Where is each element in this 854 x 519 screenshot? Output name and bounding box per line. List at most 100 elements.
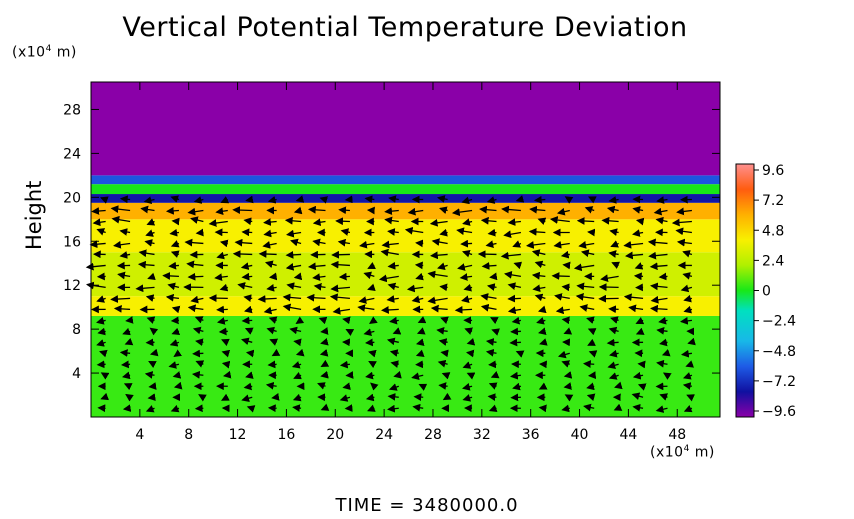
x-tick-label: 48 bbox=[668, 427, 686, 443]
wind-vector bbox=[138, 249, 155, 258]
wind-vector bbox=[557, 350, 570, 359]
wind-vector bbox=[345, 329, 355, 337]
wind-vector bbox=[503, 230, 522, 239]
wind-vector bbox=[240, 262, 253, 270]
wind-vector bbox=[91, 207, 106, 215]
wind-vector bbox=[167, 282, 180, 291]
wind-vector bbox=[384, 207, 399, 216]
wind-vector bbox=[368, 349, 377, 358]
wind-vector bbox=[608, 305, 619, 314]
wind-vector bbox=[171, 327, 181, 336]
colorbar-label: −2.4 bbox=[762, 314, 796, 330]
wind-vector bbox=[195, 360, 205, 368]
wind-vector bbox=[549, 216, 570, 224]
wind-vector bbox=[389, 316, 399, 325]
wind-vector bbox=[264, 260, 277, 269]
wind-vector bbox=[317, 382, 326, 390]
wind-vector bbox=[417, 316, 427, 324]
wind-vector bbox=[662, 372, 672, 380]
wind-vector bbox=[606, 338, 619, 347]
wind-vector bbox=[587, 338, 596, 346]
x-tick-label: 28 bbox=[424, 427, 442, 443]
wind-vector bbox=[295, 348, 305, 357]
wind-vector bbox=[631, 392, 644, 400]
wind-vector bbox=[147, 272, 156, 281]
wind-vector bbox=[588, 196, 597, 204]
wind-vector bbox=[243, 217, 253, 226]
wind-vector bbox=[171, 305, 181, 314]
wind-vector bbox=[266, 284, 277, 292]
wind-vector bbox=[608, 372, 619, 380]
wind-vector bbox=[393, 370, 402, 379]
wind-vector bbox=[241, 228, 253, 237]
wind-vector bbox=[501, 205, 521, 214]
wind-vector bbox=[332, 307, 351, 315]
wind-vector bbox=[513, 261, 523, 270]
wind-vector bbox=[265, 381, 277, 390]
wind-vector bbox=[221, 360, 231, 369]
wind-vector bbox=[330, 260, 350, 269]
wind-vector bbox=[600, 274, 619, 283]
wind-vector bbox=[437, 195, 448, 203]
wind-vector bbox=[649, 262, 668, 271]
wind-vector bbox=[378, 274, 399, 283]
wind-vector bbox=[319, 196, 329, 204]
wind-vector bbox=[538, 404, 547, 413]
wind-vector bbox=[588, 350, 598, 358]
wind-vector bbox=[533, 195, 546, 204]
wind-vector bbox=[633, 272, 644, 281]
wind-vector bbox=[462, 383, 473, 391]
wind-vector bbox=[680, 284, 693, 293]
wind-vector bbox=[537, 217, 547, 226]
wind-vector bbox=[466, 337, 476, 346]
wind-vector bbox=[320, 359, 330, 368]
wind-vector bbox=[244, 305, 253, 314]
wind-vectors bbox=[85, 195, 696, 413]
wind-vector bbox=[578, 241, 595, 249]
wind-vector bbox=[480, 216, 497, 225]
wind-vector bbox=[647, 238, 668, 247]
wind-vector bbox=[342, 316, 351, 325]
wind-vector bbox=[632, 371, 644, 380]
wind-vector bbox=[586, 393, 596, 402]
wind-vector bbox=[195, 338, 204, 347]
wind-vector bbox=[489, 317, 499, 325]
wind-vector bbox=[149, 348, 159, 357]
wind-vector bbox=[583, 403, 595, 412]
wind-vector bbox=[170, 316, 179, 325]
wind-vector bbox=[685, 360, 695, 368]
colorbar-label: 7.2 bbox=[762, 193, 784, 209]
wind-vector bbox=[486, 283, 497, 291]
wind-vector bbox=[92, 218, 106, 227]
wind-vector bbox=[125, 316, 134, 324]
x-tick-label: 20 bbox=[326, 427, 344, 443]
wind-vector bbox=[140, 205, 155, 214]
wind-vector bbox=[488, 382, 498, 390]
wind-vector bbox=[320, 337, 329, 346]
wind-vector bbox=[282, 293, 302, 302]
wind-vector bbox=[219, 283, 229, 292]
wind-vector bbox=[237, 282, 253, 290]
wind-vector bbox=[184, 238, 204, 247]
wind-vector bbox=[465, 349, 475, 358]
wind-vector bbox=[293, 272, 303, 281]
wind-vector bbox=[487, 228, 497, 237]
wind-vector bbox=[290, 238, 302, 247]
chart-title: Vertical Potential Temperature Deviation bbox=[122, 12, 688, 43]
wind-vector bbox=[510, 371, 522, 380]
wind-vector bbox=[456, 227, 473, 236]
wind-vector bbox=[387, 261, 399, 270]
wind-vector bbox=[683, 294, 693, 303]
wind-vector bbox=[100, 196, 109, 204]
field-layer bbox=[91, 296, 720, 316]
wind-vector bbox=[579, 304, 595, 312]
wind-vector bbox=[466, 372, 476, 380]
field-layer bbox=[91, 184, 720, 195]
temperature-field bbox=[91, 82, 720, 417]
wind-vector bbox=[339, 394, 351, 402]
wind-vector bbox=[169, 339, 180, 347]
wind-vector bbox=[337, 238, 351, 247]
wind-vector bbox=[342, 382, 351, 391]
wind-vector bbox=[511, 316, 522, 325]
wind-vector bbox=[386, 295, 399, 303]
